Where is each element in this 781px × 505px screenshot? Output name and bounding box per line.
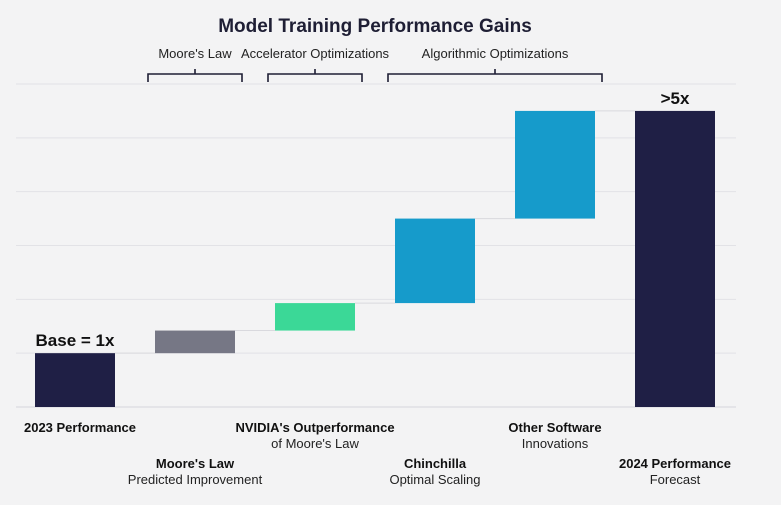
group-bracket <box>147 73 243 82</box>
category-label-subtitle: Optimal Scaling <box>389 472 480 487</box>
chart-title: Model Training Performance Gains <box>218 16 532 37</box>
group-brackets: Moore's Law Accelerator Optimizations Algo… <box>147 46 603 82</box>
value-label: Base = 1x <box>36 331 115 350</box>
bars <box>35 110 715 408</box>
category-label-subtitle: Predicted Improvement <box>128 472 263 487</box>
category-label-subtitle: of Moore's Law <box>271 436 359 451</box>
group-label: Moore's Law <box>158 46 232 61</box>
category-label-subtitle: Forecast <box>650 472 701 487</box>
group-label: Accelerator Optimizations <box>241 46 390 61</box>
category-label-title: 2023 Performance <box>24 420 136 435</box>
bar-5 <box>515 110 595 219</box>
value-labels: Base = 1x >5x <box>36 89 690 350</box>
gridlines <box>16 83 736 408</box>
bar-1 <box>35 353 115 407</box>
bar-3 <box>275 303 355 331</box>
group-bracket <box>267 73 363 82</box>
category-label-title: Chinchilla <box>404 456 467 471</box>
category-label-title: Other Software <box>508 420 601 435</box>
bar-4 <box>395 218 475 304</box>
category-label-title: 2024 Performance <box>619 456 731 471</box>
category-label-title: Moore's Law <box>156 456 235 471</box>
category-label-subtitle: Innovations <box>522 436 589 451</box>
bar-6 <box>635 110 715 408</box>
value-label: >5x <box>661 89 690 108</box>
bar-2 <box>155 330 235 354</box>
group-bracket <box>387 73 603 82</box>
group-label: Algorithmic Optimizations <box>422 46 569 61</box>
category-label-title: NVIDIA's Outperformance <box>235 420 394 435</box>
